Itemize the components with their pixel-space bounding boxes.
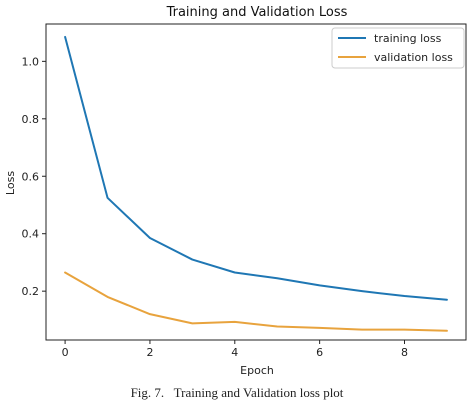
figure-caption: Fig. 7. Training and Validation loss plo… bbox=[0, 385, 474, 401]
x-tick-label: 6 bbox=[316, 346, 323, 359]
series-layer bbox=[65, 37, 447, 331]
y-tick-label: 0.6 bbox=[22, 170, 40, 183]
loss-chart: Training and Validation Loss 02468 0.20.… bbox=[0, 0, 474, 380]
y-tick-label: 0.8 bbox=[22, 113, 40, 126]
x-tick-label: 0 bbox=[62, 346, 69, 359]
x-tick-label: 2 bbox=[146, 346, 153, 359]
series-line-validation-loss bbox=[65, 272, 447, 330]
legend-label-validation-loss: validation loss bbox=[374, 51, 453, 64]
x-tick-label: 4 bbox=[231, 346, 238, 359]
legend-label-training-loss: training loss bbox=[374, 32, 442, 45]
series-line-training-loss bbox=[65, 37, 447, 300]
x-tick-label: 8 bbox=[401, 346, 408, 359]
legend: training loss validation loss bbox=[332, 28, 464, 68]
y-axis-ticks: 0.2 0.4 0.6 0.8 1.0 bbox=[22, 55, 47, 298]
x-axis-label: Epoch bbox=[240, 364, 274, 377]
y-tick-label: 0.2 bbox=[22, 285, 40, 298]
chart-title: Training and Validation Loss bbox=[166, 5, 348, 20]
plot-area-frame bbox=[46, 24, 466, 340]
y-tick-label: 0.4 bbox=[22, 228, 40, 241]
x-axis-ticks: 0 2 4 6 8 bbox=[62, 340, 408, 359]
y-tick-label: 1.0 bbox=[22, 55, 40, 68]
y-axis-label: Loss bbox=[4, 171, 17, 195]
